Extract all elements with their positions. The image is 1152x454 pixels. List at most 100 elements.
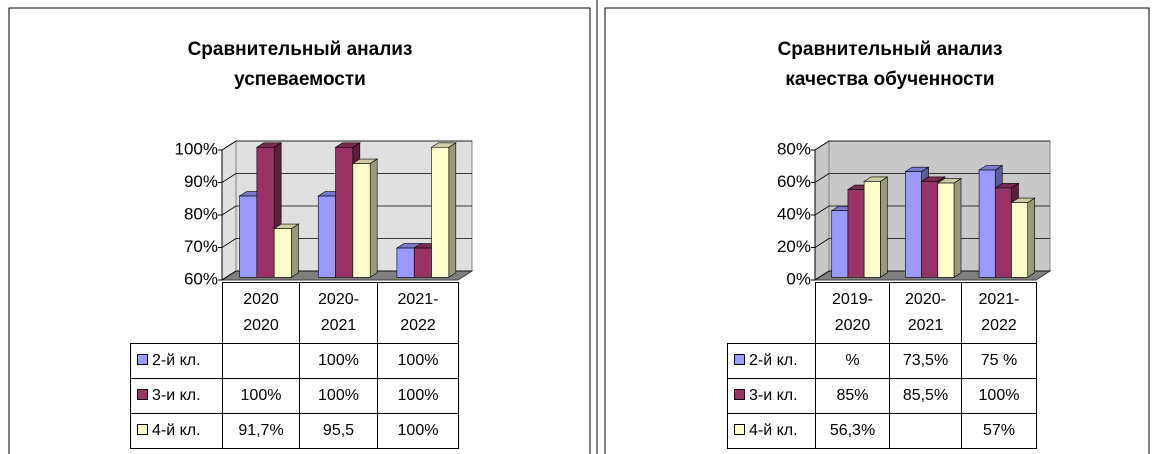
blank-cell <box>727 282 816 344</box>
grid-line-side <box>221 205 237 216</box>
series-row: 3-и кл. 85% 85,5% 100% <box>727 378 1037 414</box>
legend-label: 3-и кл. <box>152 387 201 404</box>
chart-title: Сравнительный анализ <box>778 39 1003 60</box>
data-table: 2020 2020 2020-2021 2021-2022 2-й кл. 100% 10… <box>130 282 459 449</box>
header-row: 2020 2020 2020-2021 2021-2022 <box>130 282 459 344</box>
bar <box>396 247 415 278</box>
bar-side <box>880 176 888 278</box>
bar-side <box>369 158 378 278</box>
grid-line-side <box>814 270 830 281</box>
data-table: 2019-2020 2020-2021 2021-2022 2-й кл.% 73,5%… <box>727 282 1037 449</box>
bar <box>994 187 1012 278</box>
bar <box>239 195 258 278</box>
panel-left <box>8 7 591 454</box>
y-tick-label: 90% <box>184 172 218 191</box>
panel-right <box>604 7 1150 454</box>
category-label: 2021-2022 <box>377 282 459 344</box>
chart-title: Сравнительный анализ <box>188 39 413 60</box>
y-tick-label: 60% <box>777 172 811 191</box>
y-tick-label: 20% <box>777 237 811 256</box>
bar <box>352 163 371 278</box>
table-cell: % <box>815 343 890 379</box>
chart-title: качества обученности <box>785 69 994 90</box>
bar <box>831 210 849 278</box>
series-row: 4-й кл. 56,3% 57% <box>727 413 1037 449</box>
legend-key <box>137 424 148 435</box>
category-label: 2020 2020 <box>222 282 300 344</box>
bar <box>921 181 939 278</box>
bar <box>273 228 292 278</box>
y-tick-label: 80% <box>184 204 218 223</box>
table-cell <box>222 343 300 379</box>
series-row: 2-й кл. 100% 100% <box>130 343 459 379</box>
bar <box>1011 202 1028 278</box>
bar <box>413 247 432 278</box>
grid-line-side <box>814 140 830 151</box>
blank-cell <box>130 282 223 344</box>
table-cell: 100% <box>299 378 378 414</box>
table-cell: 91,7% <box>222 413 300 449</box>
legend-key <box>137 354 148 365</box>
category-label: 2019-2020 <box>815 282 890 344</box>
table-cell: 95,5 <box>299 413 378 449</box>
table-cell: 100% <box>299 343 378 379</box>
category-label: 2021-2022 <box>961 282 1037 344</box>
bar <box>905 171 922 278</box>
table-cell: 85,5% <box>889 378 962 414</box>
table-cell: 75 % <box>961 343 1037 379</box>
chart-title: успеваемости <box>234 69 366 90</box>
y-tick-label: 100% <box>175 139 218 158</box>
table-cell: 57% <box>961 413 1037 449</box>
table-cell: 100% <box>961 378 1037 414</box>
legend-entry: 4-й кл. <box>130 413 223 449</box>
table-cell: 100% <box>222 378 300 414</box>
legend-entry: 3-и кл. <box>130 378 223 414</box>
bar <box>335 147 354 278</box>
header-row: 2019-2020 2020-2021 2021-2022 <box>727 282 1037 344</box>
grid-line-side <box>814 173 830 183</box>
legend-entry: 2-й кл. <box>130 343 223 379</box>
bar <box>847 189 865 278</box>
table-cell: 100% <box>377 378 459 414</box>
legend-label: 2-й кл. <box>749 352 798 369</box>
table-cell: 73,5% <box>889 343 962 379</box>
legend-key <box>734 424 745 435</box>
legend-label: 3-и кл. <box>749 387 798 404</box>
grid-line-side <box>814 205 830 216</box>
legend-key <box>734 389 745 400</box>
table-cell: 100% <box>377 413 459 449</box>
bar-side <box>448 142 457 278</box>
table-cell: 100% <box>377 343 459 379</box>
legend-entry: 3-и кл. <box>727 378 816 414</box>
legend-entry: 2-й кл. <box>727 343 816 379</box>
table-cell <box>889 413 962 449</box>
legend-key <box>734 354 745 365</box>
grid-line-side <box>221 173 237 183</box>
legend-key <box>137 389 148 400</box>
series-row: 2-й кл.% 73,5% 75 % <box>727 343 1037 379</box>
grid-line-side <box>814 238 830 248</box>
legend-label: 4-й кл. <box>749 422 798 439</box>
bar <box>256 147 275 278</box>
category-label: 2020-2021 <box>889 282 962 344</box>
table-cell: 56,3% <box>815 413 890 449</box>
y-tick-label: 70% <box>184 237 218 256</box>
bar <box>863 181 881 278</box>
legend-entry: 4-й кл. <box>727 413 816 449</box>
legend-label: 2-й кл. <box>152 352 201 369</box>
table-cell: 85% <box>815 378 890 414</box>
bar <box>431 147 450 278</box>
bar-side <box>1027 197 1035 278</box>
bar-side <box>291 223 299 278</box>
bar <box>317 195 336 278</box>
bar <box>978 169 996 278</box>
y-tick-label: 40% <box>777 204 811 223</box>
grid-line-side <box>221 140 237 151</box>
series-row: 3-и кл. 100% 100% 100% <box>130 378 459 414</box>
bar-side <box>953 178 962 278</box>
grid-line-side <box>221 270 237 281</box>
legend-label: 4-й кл. <box>152 422 201 439</box>
grid-line-side <box>221 238 237 248</box>
